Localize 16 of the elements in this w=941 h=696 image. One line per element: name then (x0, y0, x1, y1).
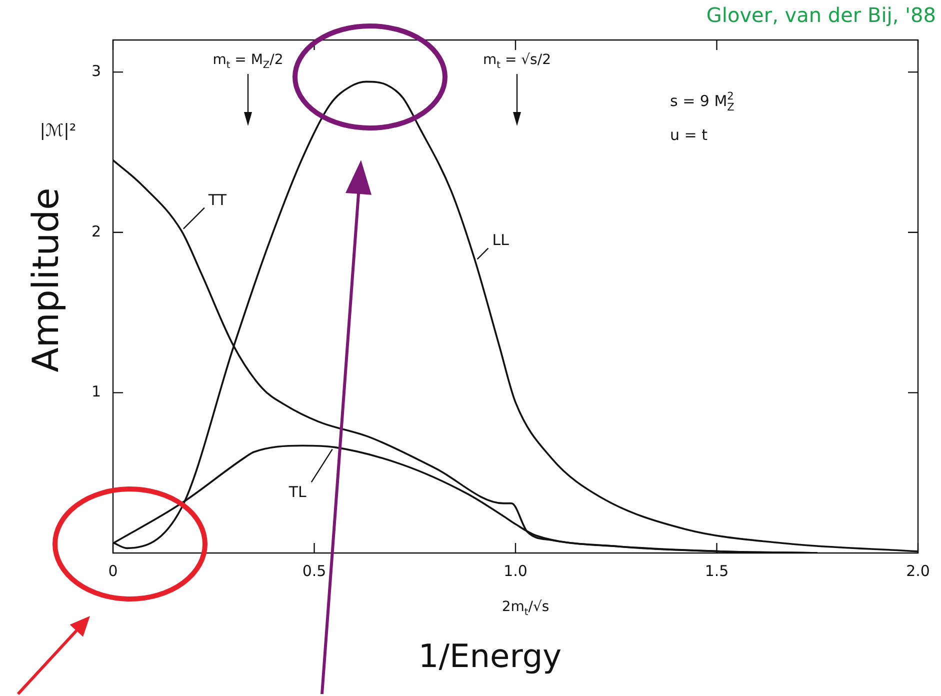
y-tick-label: 3 (91, 62, 101, 80)
annotation: u = t (670, 126, 708, 144)
y-axis-title: Amplitude (26, 188, 67, 372)
x-tick-label: 0.5 (302, 562, 326, 580)
y-tick-label: 2 (91, 222, 101, 240)
x-tick-label: 1.5 (704, 562, 729, 580)
x-tick-label: 2.0 (906, 562, 930, 580)
y-tick-label: 1 (91, 382, 101, 401)
series-label: LL (492, 231, 510, 250)
text: Glover, van der Bij, '88 (706, 3, 936, 27)
text: |ℳ|² (40, 121, 76, 141)
text: TT (207, 190, 228, 209)
x-tick-label: 1.0 (504, 562, 528, 580)
x-tick-label: 0 (108, 562, 118, 580)
text: 1/Energy (418, 637, 562, 675)
text: TL (288, 483, 308, 502)
